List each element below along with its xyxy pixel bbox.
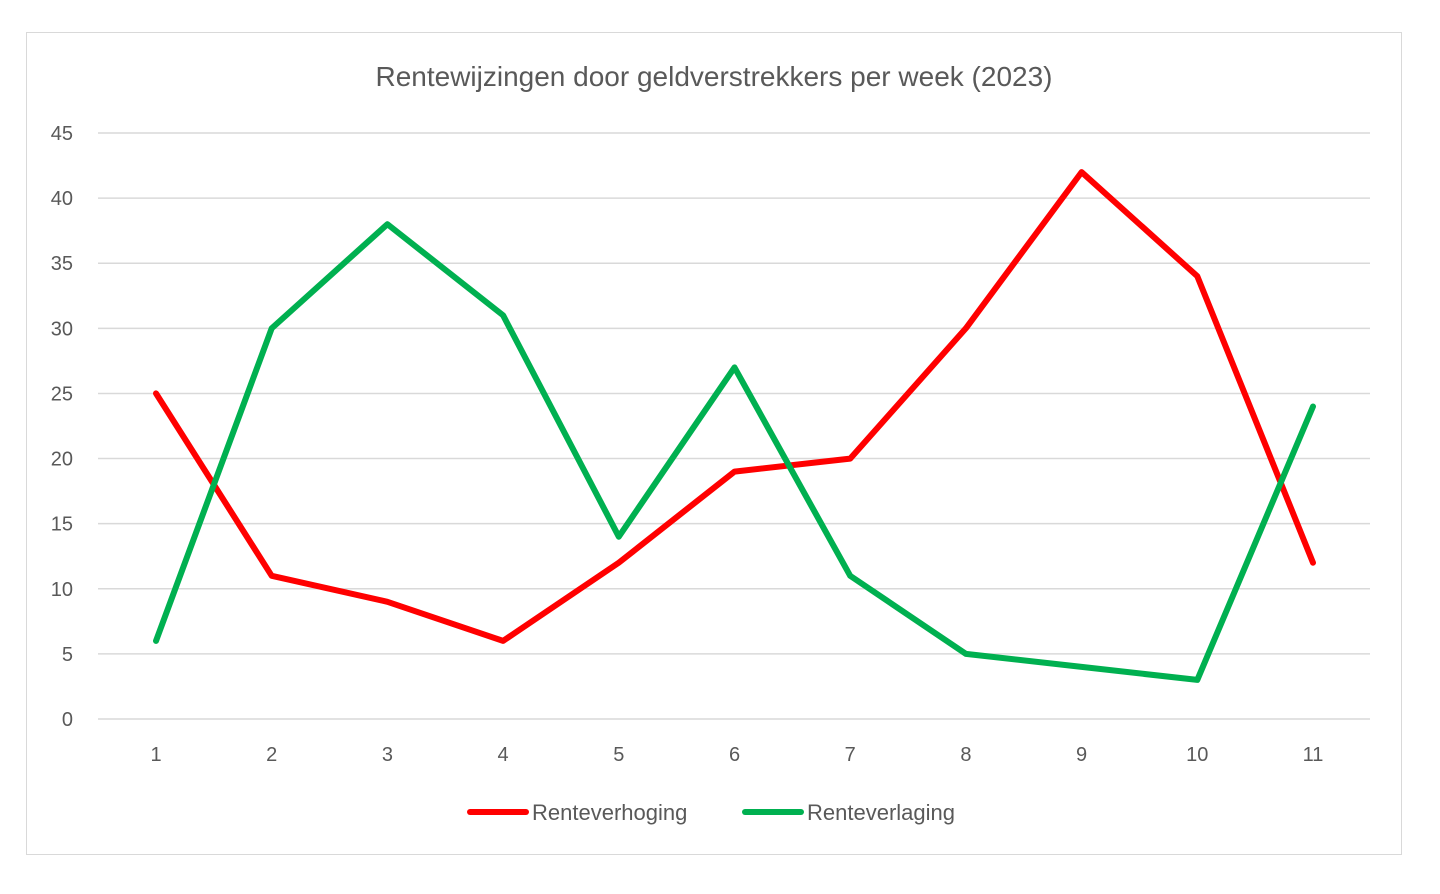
x-tick-label: 5 (613, 744, 624, 766)
x-tick-label: 6 (729, 744, 740, 766)
y-tick-label: 10 (51, 579, 73, 601)
legend-label-renteverhoging: Renteverhoging (532, 800, 687, 825)
x-tick-label: 3 (382, 744, 393, 766)
chart-title: Rentewijzingen door geldverstrekkers per… (375, 61, 1052, 92)
x-tick-label: 11 (1303, 744, 1324, 766)
x-tick-label: 8 (960, 744, 971, 766)
gridlines (98, 132, 1370, 720)
x-tick-label: 4 (498, 744, 509, 766)
y-tick-label: 0 (62, 709, 73, 731)
legend-label-renteverlaging: Renteverlaging (807, 800, 955, 825)
y-axis-ticks: 0 5 10 15 20 25 30 35 40 45 (51, 123, 73, 731)
x-tick-label: 1 (150, 744, 161, 766)
x-tick-label: 7 (845, 744, 856, 766)
series-line-renteverhoging (153, 169, 1316, 644)
y-tick-label: 40 (51, 188, 73, 210)
y-tick-label: 15 (51, 514, 73, 536)
chart-frame (26, 32, 1402, 855)
legend: Renteverhoging Renteverlaging (467, 800, 955, 825)
series-line-renteverlaging (153, 221, 1316, 683)
y-tick-label: 30 (51, 318, 73, 340)
y-tick-label: 35 (51, 253, 73, 275)
y-tick-label: 20 (51, 449, 73, 471)
y-tick-label: 5 (62, 644, 73, 666)
y-tick-label: 45 (51, 123, 73, 145)
x-tick-label: 10 (1186, 744, 1208, 766)
x-tick-label: 2 (266, 744, 277, 766)
y-tick-label: 25 (51, 383, 73, 405)
x-axis-ticks: 1 2 3 4 5 6 7 8 9 10 11 (150, 744, 1323, 766)
series-lines (153, 169, 1316, 683)
x-tick-label: 9 (1076, 744, 1087, 766)
